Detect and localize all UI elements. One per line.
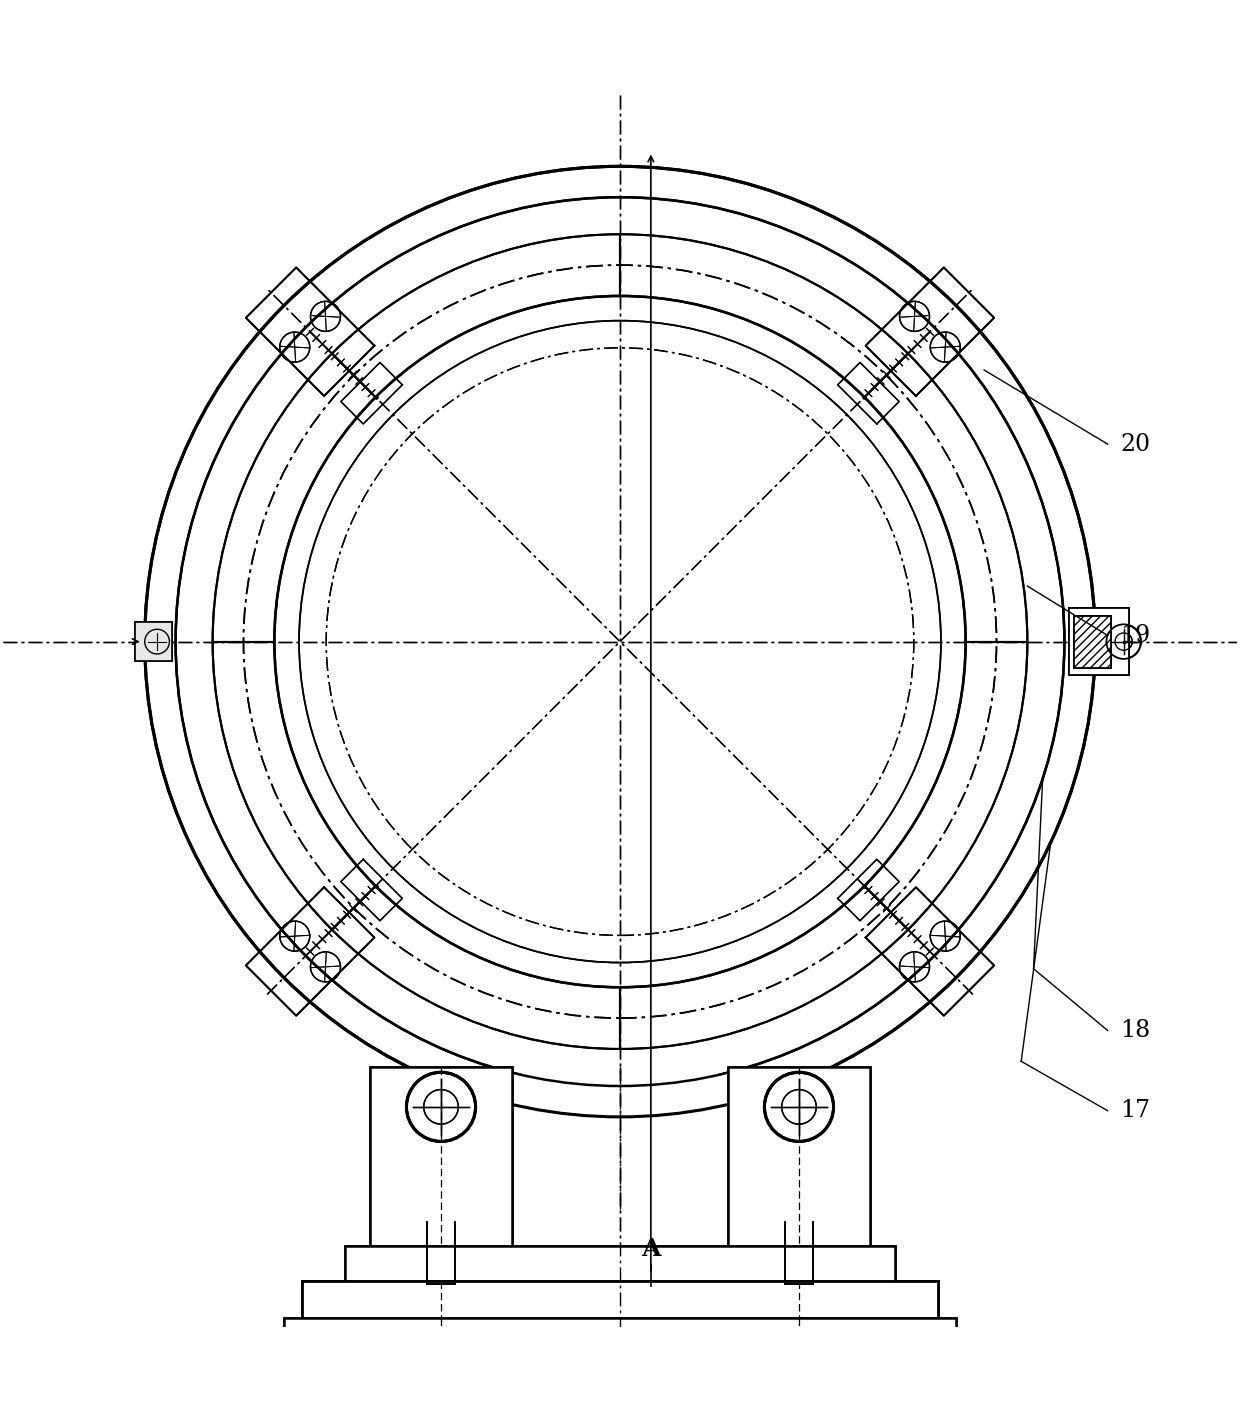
Text: 18: 18 <box>1120 1019 1151 1042</box>
Bar <box>345 1246 895 1281</box>
Bar <box>370 1067 512 1246</box>
Bar <box>1069 609 1128 675</box>
Bar <box>728 1067 870 1246</box>
Text: 17: 17 <box>1120 1100 1149 1122</box>
Bar <box>1074 616 1111 667</box>
Bar <box>1074 616 1111 667</box>
Bar <box>345 1246 895 1281</box>
Bar <box>303 1281 937 1318</box>
Bar <box>2 1074 1238 1327</box>
Bar <box>1069 609 1128 675</box>
Text: 19: 19 <box>1120 624 1151 647</box>
Bar <box>284 1318 956 1341</box>
Bar <box>135 622 172 661</box>
Bar <box>135 622 172 661</box>
Bar <box>1074 616 1111 667</box>
Bar <box>728 1067 870 1246</box>
Bar <box>284 1318 956 1341</box>
Text: A: A <box>641 1237 661 1261</box>
Bar <box>303 1281 937 1318</box>
Bar <box>370 1067 512 1246</box>
Text: 20: 20 <box>1120 433 1149 455</box>
